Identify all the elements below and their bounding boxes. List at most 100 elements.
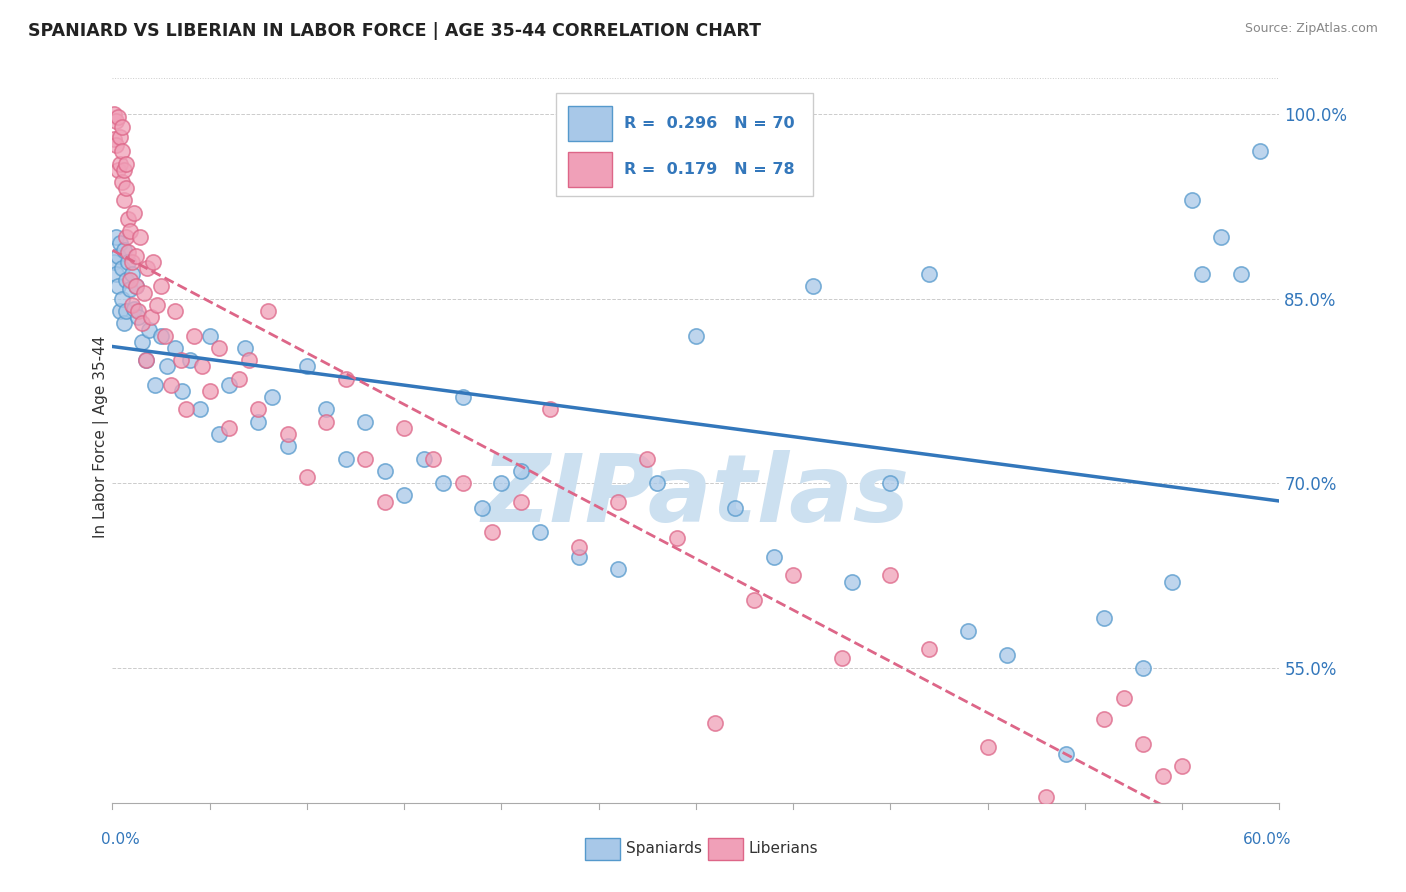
Point bbox=[374, 464, 396, 478]
Point bbox=[1112, 691, 1135, 706]
Point bbox=[422, 451, 444, 466]
Point bbox=[110, 129, 132, 144]
Point bbox=[127, 304, 149, 318]
Point bbox=[191, 359, 214, 374]
Point bbox=[111, 175, 134, 189]
Point bbox=[801, 279, 824, 293]
Point bbox=[238, 353, 260, 368]
Point bbox=[112, 317, 135, 331]
Text: R =  0.179   N = 78: R = 0.179 N = 78 bbox=[624, 161, 794, 177]
Point bbox=[103, 255, 125, 269]
Point bbox=[1094, 611, 1116, 625]
Point bbox=[208, 341, 231, 355]
Point bbox=[1094, 712, 1116, 726]
Point bbox=[607, 494, 630, 508]
Point bbox=[257, 304, 280, 318]
Point bbox=[153, 328, 176, 343]
Point bbox=[879, 476, 901, 491]
Point bbox=[169, 353, 191, 368]
Point bbox=[685, 328, 707, 343]
Text: Source: ZipAtlas.com: Source: ZipAtlas.com bbox=[1244, 22, 1378, 36]
Point bbox=[412, 451, 434, 466]
Point bbox=[111, 261, 134, 276]
Point bbox=[1249, 145, 1271, 159]
Point bbox=[1132, 737, 1154, 751]
Point bbox=[105, 138, 128, 153]
Point bbox=[112, 194, 135, 208]
Text: Spaniards: Spaniards bbox=[626, 841, 702, 856]
Point bbox=[782, 568, 804, 582]
Point bbox=[138, 322, 160, 336]
Point bbox=[103, 107, 125, 121]
Point bbox=[918, 267, 941, 281]
Point bbox=[112, 243, 135, 257]
Point bbox=[879, 568, 901, 582]
Bar bbox=[707, 838, 742, 860]
Point bbox=[529, 525, 551, 540]
Point bbox=[115, 230, 138, 244]
Point bbox=[1132, 660, 1154, 674]
Point bbox=[103, 132, 125, 146]
Point bbox=[744, 593, 766, 607]
Point bbox=[451, 476, 474, 491]
Point bbox=[315, 402, 337, 417]
Point bbox=[538, 402, 561, 417]
Point bbox=[111, 292, 134, 306]
Text: Liberians: Liberians bbox=[748, 841, 818, 856]
Point bbox=[128, 230, 150, 244]
Point bbox=[110, 236, 132, 251]
Point bbox=[568, 549, 591, 564]
Point bbox=[394, 488, 416, 502]
Point bbox=[121, 267, 143, 281]
Point bbox=[105, 267, 128, 281]
Point bbox=[183, 328, 205, 343]
Point bbox=[125, 249, 148, 263]
Point bbox=[156, 359, 179, 374]
Point bbox=[1209, 230, 1232, 244]
Point bbox=[1054, 747, 1077, 761]
Point bbox=[509, 464, 531, 478]
Point bbox=[125, 279, 148, 293]
Point bbox=[105, 230, 128, 244]
Point bbox=[260, 390, 283, 404]
Point bbox=[127, 310, 149, 325]
Point bbox=[841, 574, 863, 589]
Point bbox=[918, 642, 941, 657]
Point bbox=[115, 273, 138, 287]
Point bbox=[112, 162, 135, 177]
Point bbox=[509, 494, 531, 508]
Point bbox=[117, 211, 139, 226]
Point bbox=[724, 500, 747, 515]
Point bbox=[636, 451, 658, 466]
FancyBboxPatch shape bbox=[555, 94, 813, 195]
Point bbox=[568, 540, 591, 554]
Point bbox=[131, 317, 153, 331]
Point bbox=[115, 156, 138, 170]
Point bbox=[354, 451, 377, 466]
Point bbox=[1161, 574, 1184, 589]
Point bbox=[117, 245, 139, 260]
Point bbox=[107, 249, 129, 263]
Point bbox=[146, 298, 169, 312]
Point bbox=[105, 113, 128, 128]
Point bbox=[121, 298, 143, 312]
Point bbox=[136, 261, 159, 276]
Point bbox=[451, 390, 474, 404]
Point bbox=[107, 279, 129, 293]
Point bbox=[995, 648, 1018, 663]
Point bbox=[131, 334, 153, 349]
Point bbox=[1191, 267, 1213, 281]
Point bbox=[121, 255, 143, 269]
Point bbox=[135, 353, 157, 368]
Point bbox=[172, 384, 194, 398]
Point bbox=[122, 301, 145, 316]
Point bbox=[247, 402, 270, 417]
Point bbox=[831, 650, 853, 665]
Point bbox=[1171, 759, 1194, 773]
Point bbox=[208, 427, 231, 442]
Point bbox=[374, 494, 396, 508]
Point bbox=[135, 353, 157, 368]
Point bbox=[125, 279, 148, 293]
Point bbox=[1035, 789, 1057, 804]
Point bbox=[1152, 769, 1174, 783]
